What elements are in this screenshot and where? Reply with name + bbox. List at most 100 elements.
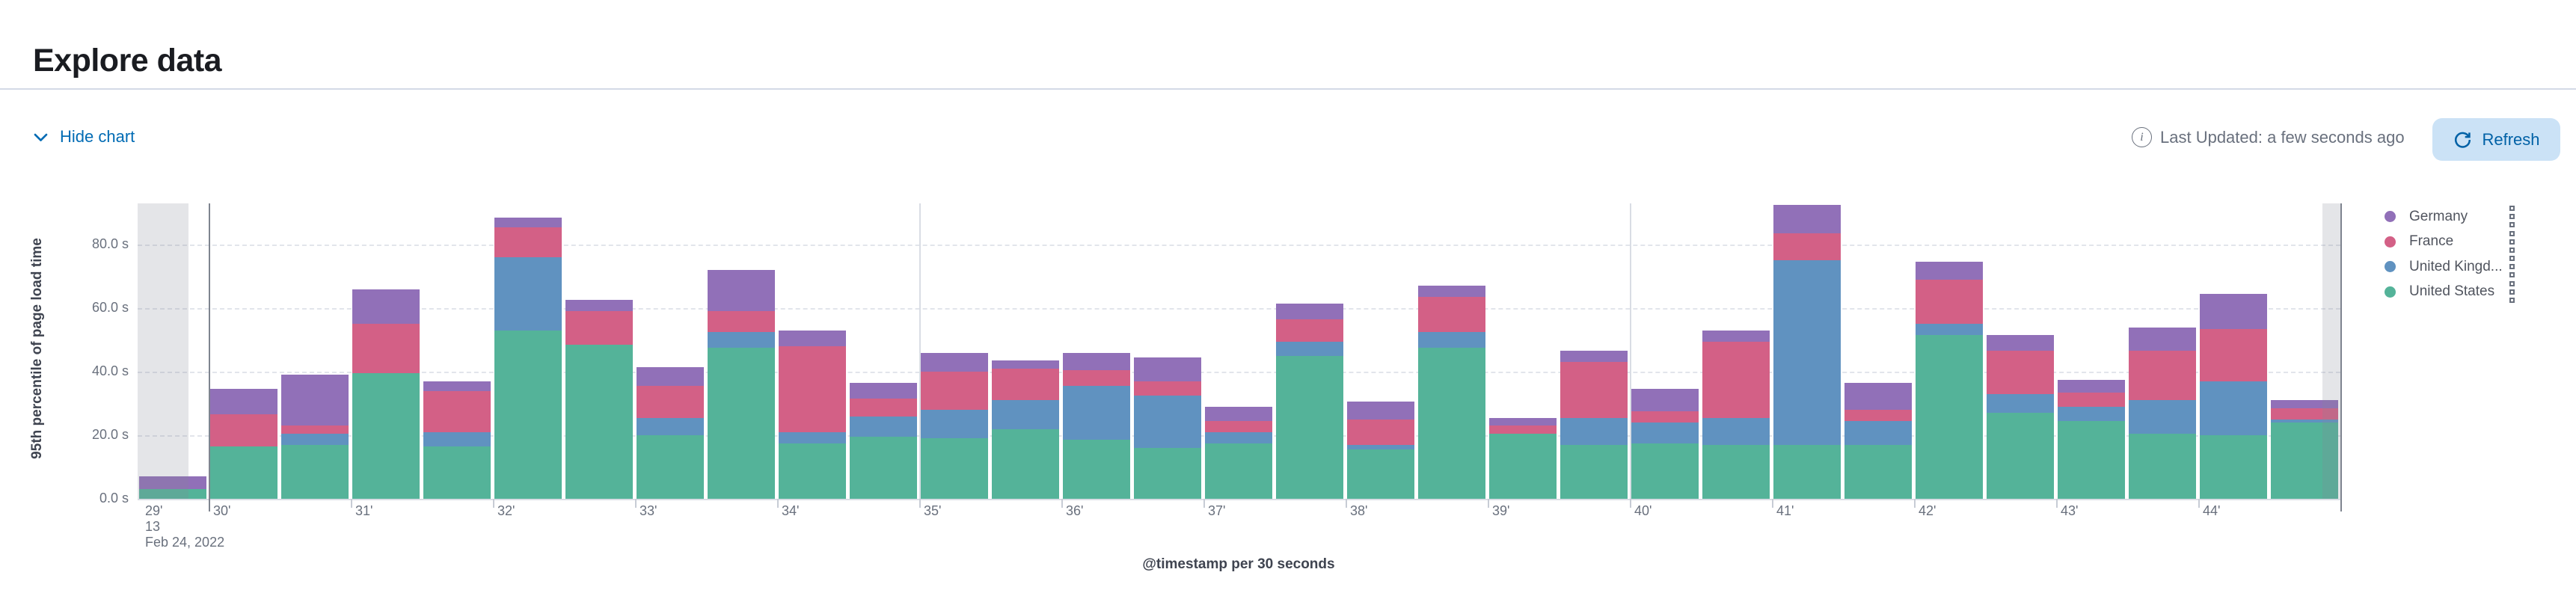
bar-segment-united-kingdom (1417, 331, 1485, 348)
bar-segment-united-states (636, 435, 704, 499)
bar-segment-united-states (1773, 444, 1841, 499)
bar-segment-germany (920, 352, 988, 372)
bar-13-36-30[interactable] (1133, 357, 1201, 499)
bar-segment-france (1062, 369, 1130, 387)
bar-segment-united-kingdom (1062, 386, 1130, 440)
bar-segment-united-kingdom (280, 433, 349, 445)
bar-13-31-30[interactable] (423, 381, 491, 499)
bar-13-40-30[interactable] (1702, 330, 1770, 499)
legend-item-united-kingd[interactable]: United Kingd... (2385, 254, 2516, 279)
legend-label[interactable]: France (2409, 233, 2454, 249)
x-tick-mark-36 (1061, 499, 1063, 508)
bar-13-43-00[interactable] (2057, 379, 2125, 499)
bar-segment-germany (849, 382, 917, 399)
bar-segment-france (209, 414, 277, 446)
hide-chart-button[interactable]: Hide chart (31, 127, 135, 147)
bar-13-39-00[interactable] (1488, 417, 1557, 499)
legend-item-germany[interactable]: Germany (2385, 204, 2516, 229)
bar-13-34-00[interactable] (778, 330, 846, 499)
legend-item-france[interactable]: France (2385, 230, 2516, 254)
bar-segment-france (991, 368, 1059, 401)
bar-13-42-00[interactable] (1915, 262, 1983, 499)
x-tick-mark-33 (635, 499, 637, 508)
bar-segment-united-kingdom (1702, 417, 1770, 445)
minute-gridline-35 (919, 203, 921, 499)
x-tick-mark-43 (2056, 499, 2058, 508)
bar-segment-united-kingdom (991, 400, 1059, 429)
bar-13-44-00[interactable] (2199, 293, 2267, 499)
legend-actions-icon[interactable] (2508, 280, 2516, 304)
bar-segment-united-states (2199, 435, 2267, 499)
x-tick-label-41: 41' (1776, 503, 1794, 518)
bar-segment-united-kingdom (1915, 324, 1983, 336)
bar-13-37-30[interactable] (1275, 303, 1343, 499)
bar-13-29-30[interactable] (138, 476, 206, 499)
x-tick-mark-41 (1772, 499, 1773, 508)
bar-segment-united-kingdom (778, 431, 846, 443)
bar-segment-united-kingdom (636, 417, 704, 435)
legend-label[interactable]: United States (2409, 283, 2495, 299)
bar-13-37-00[interactable] (1204, 406, 1272, 499)
bar-segment-france (920, 372, 988, 410)
bar-13-32-00[interactable] (494, 217, 562, 499)
bar-13-34-30[interactable] (849, 382, 917, 499)
bar-segment-united-states (565, 344, 633, 499)
bar-segment-united-states (423, 446, 491, 499)
bar-segment-germany (2199, 293, 2267, 329)
bar-segment-united-kingdom (1773, 260, 1841, 445)
bar-segment-france (1915, 279, 1983, 325)
bar-segment-united-states (1560, 444, 1628, 499)
bar-13-43-30[interactable] (2128, 327, 2196, 499)
legend-label[interactable]: Germany (2409, 208, 2468, 224)
legend-actions-icon[interactable] (2508, 254, 2516, 279)
bar-segment-germany (280, 375, 349, 426)
legend-actions-icon[interactable] (2508, 230, 2516, 254)
bar-13-33-00[interactable] (636, 366, 704, 499)
refresh-button[interactable]: Refresh (2432, 118, 2560, 161)
bar-13-35-00[interactable] (920, 352, 988, 499)
y-tick-label-20s: 20.0 s (91, 427, 129, 442)
bar-segment-france (1417, 297, 1485, 332)
y-tick-label-0s: 0.0 s (99, 491, 129, 506)
y-tick-label-40s: 40.0 s (91, 363, 129, 378)
bar-segment-france (352, 324, 420, 374)
partial-bucket-overlay-left (138, 203, 188, 499)
bar-segment-france (1631, 411, 1699, 423)
bar-segment-united-kingdom (1560, 417, 1628, 445)
bar-13-41-00[interactable] (1773, 204, 1841, 499)
legend-actions-icon[interactable] (2508, 204, 2516, 229)
bar-13-42-30[interactable] (1986, 335, 2054, 499)
bar-13-44-30[interactable] (2270, 400, 2338, 499)
bar-segment-france (423, 390, 491, 432)
x-axis-baseline (138, 499, 2340, 500)
legend-label[interactable]: United Kingd... (2409, 258, 2503, 274)
bar-segment-united-states (1417, 348, 1485, 499)
x-axis-title: @timestamp per 30 seconds (1142, 556, 1335, 572)
bar-segment-germany (2057, 379, 2125, 393)
bar-segment-germany (1631, 389, 1699, 412)
bar-13-36-00[interactable] (1062, 352, 1130, 499)
bar-13-38-00[interactable] (1346, 402, 1414, 499)
bar-segment-united-kingdom (1844, 420, 1912, 445)
bar-segment-germany (1560, 351, 1628, 363)
bar-13-35-30[interactable] (991, 360, 1059, 499)
bar-13-30-00[interactable] (209, 389, 277, 499)
bar-13-39-30[interactable] (1560, 351, 1628, 499)
x-tick-mark-32 (493, 499, 494, 508)
bar-segment-germany (138, 476, 206, 490)
bar-segment-united-states (1062, 440, 1130, 499)
page-title: Explore data (33, 42, 222, 79)
bar-segment-france (1773, 233, 1841, 261)
bar-13-32-30[interactable] (565, 300, 633, 499)
bar-13-30-30[interactable] (280, 375, 349, 499)
bar-segment-germany (1204, 406, 1272, 421)
bar-13-38-30[interactable] (1417, 286, 1485, 499)
bar-13-33-30[interactable] (707, 270, 775, 499)
legend-item-united-states[interactable]: United States (2385, 280, 2516, 304)
bar-13-31-00[interactable] (352, 289, 420, 499)
bar-segment-germany (352, 289, 420, 325)
bar-segment-united-states (920, 438, 988, 499)
bar-13-40-00[interactable] (1631, 389, 1699, 499)
bar-13-41-30[interactable] (1844, 382, 1912, 499)
